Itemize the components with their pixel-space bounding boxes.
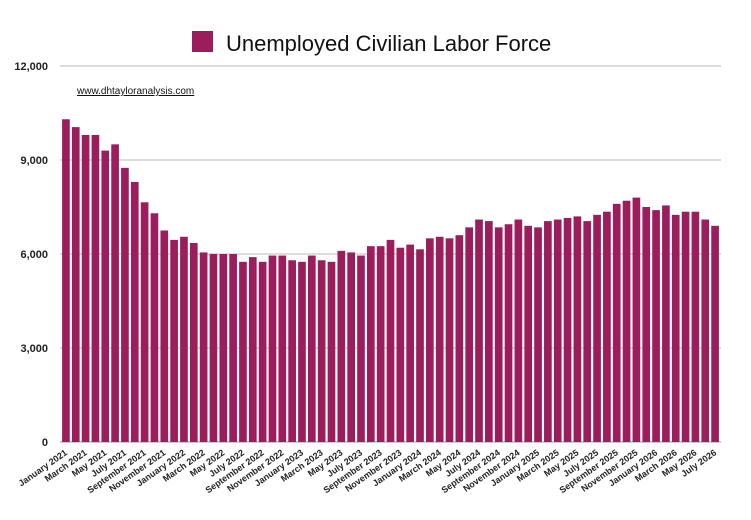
bar bbox=[317, 260, 326, 442]
bar bbox=[426, 238, 434, 442]
y-axis-ticks: 0 3,000 6,000 9,000 12,000 bbox=[14, 61, 48, 449]
bar bbox=[406, 244, 415, 442]
bar bbox=[101, 150, 110, 442]
bar bbox=[357, 255, 365, 442]
bar bbox=[209, 254, 218, 442]
bar bbox=[583, 221, 592, 442]
bar bbox=[199, 252, 208, 442]
bar bbox=[170, 239, 178, 442]
y-tick-label: 3,000 bbox=[20, 343, 48, 355]
bar bbox=[298, 261, 306, 442]
bar bbox=[140, 202, 149, 442]
bar bbox=[81, 134, 90, 442]
bar bbox=[386, 239, 395, 442]
bar bbox=[396, 247, 405, 442]
bar bbox=[278, 255, 287, 442]
bar bbox=[347, 252, 355, 442]
bar bbox=[327, 261, 336, 442]
watermark-link[interactable]: www.dhtayloranalysis.com bbox=[76, 86, 194, 97]
bar bbox=[524, 225, 533, 442]
bar-series bbox=[62, 119, 719, 443]
y-tick-label: 12,000 bbox=[14, 61, 48, 73]
y-tick-label: 9,000 bbox=[20, 155, 48, 167]
bar bbox=[652, 210, 660, 442]
bar bbox=[416, 249, 424, 442]
bar bbox=[662, 205, 670, 442]
bar bbox=[632, 197, 641, 442]
y-tick-label: 0 bbox=[42, 437, 48, 449]
bar bbox=[435, 236, 444, 442]
bar bbox=[514, 219, 523, 442]
bar bbox=[180, 236, 188, 442]
bar bbox=[691, 211, 700, 442]
bar bbox=[573, 216, 582, 442]
bar bbox=[130, 181, 139, 442]
bar bbox=[229, 254, 237, 442]
bar bbox=[504, 224, 513, 442]
y-tick-label: 6,000 bbox=[20, 249, 48, 261]
bar bbox=[534, 227, 542, 442]
bar bbox=[475, 219, 483, 442]
bar bbox=[711, 225, 719, 442]
bar bbox=[603, 211, 611, 442]
bar bbox=[701, 219, 710, 442]
bar bbox=[160, 230, 169, 442]
bar bbox=[544, 221, 552, 442]
bar bbox=[91, 134, 100, 442]
bar bbox=[593, 214, 601, 442]
bar bbox=[485, 221, 493, 442]
chart-legend: Unemployed Civilian Labor Force bbox=[192, 31, 551, 56]
bar bbox=[337, 250, 346, 442]
bar bbox=[219, 254, 228, 442]
bar bbox=[642, 207, 651, 442]
chart-title: Unemployed Civilian Labor Force bbox=[226, 31, 551, 56]
bar bbox=[189, 243, 198, 442]
bar bbox=[288, 260, 296, 442]
bar bbox=[307, 255, 316, 442]
bar bbox=[445, 238, 454, 442]
bar bbox=[71, 127, 80, 442]
bar bbox=[150, 213, 159, 442]
bar bbox=[248, 257, 257, 442]
bar bbox=[455, 235, 464, 442]
bar bbox=[121, 167, 129, 443]
bar bbox=[553, 219, 562, 442]
bar bbox=[239, 261, 247, 442]
bar bbox=[258, 261, 267, 442]
legend-swatch bbox=[192, 31, 213, 52]
bar bbox=[111, 144, 119, 443]
bar bbox=[681, 211, 690, 442]
bar bbox=[622, 200, 631, 442]
bar bbox=[268, 255, 277, 442]
bar bbox=[494, 227, 503, 442]
bar bbox=[376, 246, 385, 442]
bar bbox=[366, 246, 375, 442]
bar bbox=[612, 203, 621, 442]
bar bbox=[465, 227, 474, 442]
bar bbox=[62, 119, 70, 443]
bar bbox=[671, 214, 680, 442]
bar bbox=[563, 217, 572, 442]
